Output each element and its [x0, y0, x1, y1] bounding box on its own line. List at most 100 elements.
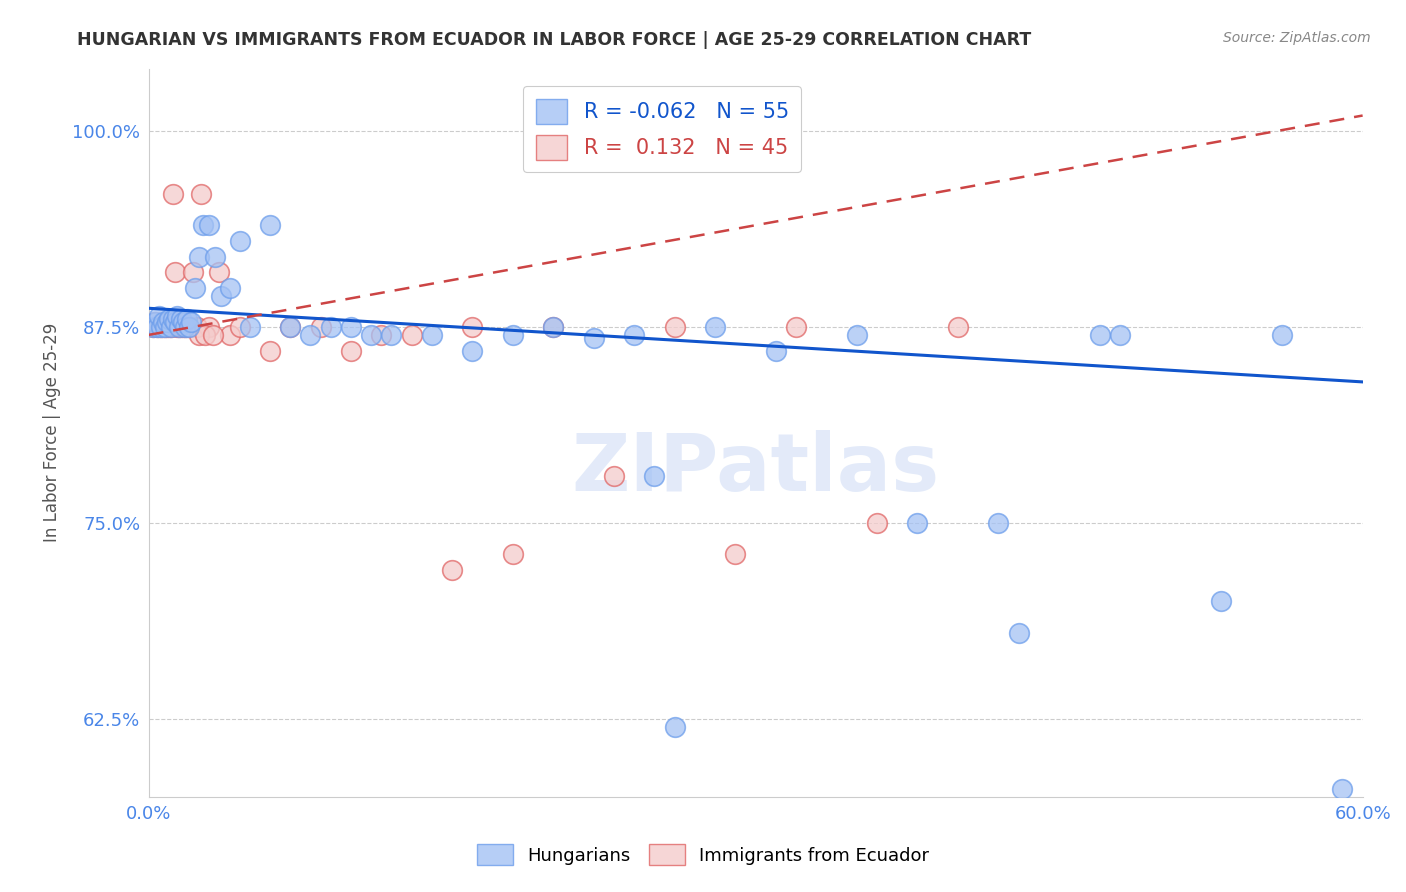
Point	[167, 320, 190, 334]
Point	[541, 320, 564, 334]
Point	[946, 320, 969, 334]
Point	[461, 343, 484, 358]
Point	[370, 327, 392, 342]
Point	[177, 320, 200, 334]
Point	[278, 320, 301, 334]
Point	[502, 547, 524, 561]
Point	[170, 312, 193, 326]
Point	[603, 469, 626, 483]
Point	[309, 320, 332, 334]
Point	[259, 218, 281, 232]
Legend: R = -0.062   N = 55, R =  0.132   N = 45: R = -0.062 N = 55, R = 0.132 N = 45	[523, 87, 801, 172]
Point	[163, 265, 186, 279]
Text: ZIPatlas: ZIPatlas	[571, 430, 939, 508]
Point	[1271, 327, 1294, 342]
Point	[502, 327, 524, 342]
Point	[194, 327, 217, 342]
Point	[582, 331, 605, 345]
Point	[157, 312, 180, 326]
Point	[145, 320, 167, 334]
Point	[174, 320, 197, 334]
Point	[907, 516, 929, 530]
Point	[380, 327, 402, 342]
Point	[319, 320, 342, 334]
Point	[177, 320, 200, 334]
Point	[153, 320, 176, 334]
Point	[172, 315, 194, 329]
Point	[166, 309, 188, 323]
Point	[153, 320, 176, 334]
Point	[340, 320, 363, 334]
Point	[162, 312, 184, 326]
Point	[152, 320, 174, 334]
Point	[208, 265, 231, 279]
Point	[278, 320, 301, 334]
Point	[845, 327, 868, 342]
Point	[765, 343, 787, 358]
Point	[142, 320, 165, 334]
Point	[176, 320, 198, 334]
Point	[145, 320, 167, 334]
Point	[1088, 327, 1111, 342]
Point	[184, 281, 207, 295]
Point	[188, 250, 211, 264]
Text: Source: ZipAtlas.com: Source: ZipAtlas.com	[1223, 31, 1371, 45]
Point	[143, 315, 166, 329]
Point	[198, 320, 221, 334]
Point	[643, 469, 665, 483]
Point	[202, 327, 225, 342]
Point	[623, 327, 645, 342]
Point	[157, 320, 180, 334]
Point	[228, 234, 250, 248]
Point	[198, 218, 221, 232]
Point	[159, 320, 181, 334]
Point	[866, 516, 889, 530]
Point	[174, 320, 197, 334]
Point	[159, 320, 181, 334]
Point	[724, 547, 747, 561]
Point	[162, 186, 184, 201]
Point	[228, 320, 250, 334]
Point	[704, 320, 727, 334]
Point	[180, 315, 202, 329]
Point	[190, 186, 212, 201]
Point	[1108, 327, 1130, 342]
Point	[664, 720, 686, 734]
Point	[181, 265, 204, 279]
Y-axis label: In Labor Force | Age 25-29: In Labor Force | Age 25-29	[44, 323, 60, 542]
Point	[148, 320, 170, 334]
Point	[785, 320, 807, 334]
Point	[143, 315, 166, 329]
Legend: Hungarians, Immigrants from Ecuador: Hungarians, Immigrants from Ecuador	[470, 837, 936, 872]
Point	[1331, 782, 1354, 797]
Point	[239, 320, 262, 334]
Text: HUNGARIAN VS IMMIGRANTS FROM ECUADOR IN LABOR FORCE | AGE 25-29 CORRELATION CHAR: HUNGARIAN VS IMMIGRANTS FROM ECUADOR IN …	[77, 31, 1032, 49]
Point	[209, 289, 232, 303]
Point	[218, 281, 240, 295]
Point	[259, 343, 281, 358]
Point	[441, 563, 464, 577]
Point	[360, 327, 382, 342]
Point	[420, 327, 443, 342]
Point	[172, 320, 194, 334]
Point	[193, 218, 215, 232]
Point	[1209, 594, 1232, 608]
Point	[163, 315, 186, 329]
Point	[299, 327, 322, 342]
Point	[204, 250, 226, 264]
Point	[152, 315, 174, 329]
Point	[148, 309, 170, 323]
Point	[186, 320, 208, 334]
Point	[541, 320, 564, 334]
Point	[149, 320, 172, 334]
Point	[1007, 625, 1029, 640]
Point	[664, 320, 686, 334]
Point	[170, 320, 193, 334]
Point	[167, 320, 190, 334]
Point	[218, 327, 240, 342]
Point	[340, 343, 363, 358]
Point	[461, 320, 484, 334]
Point	[142, 320, 165, 334]
Point	[188, 327, 211, 342]
Point	[156, 320, 179, 334]
